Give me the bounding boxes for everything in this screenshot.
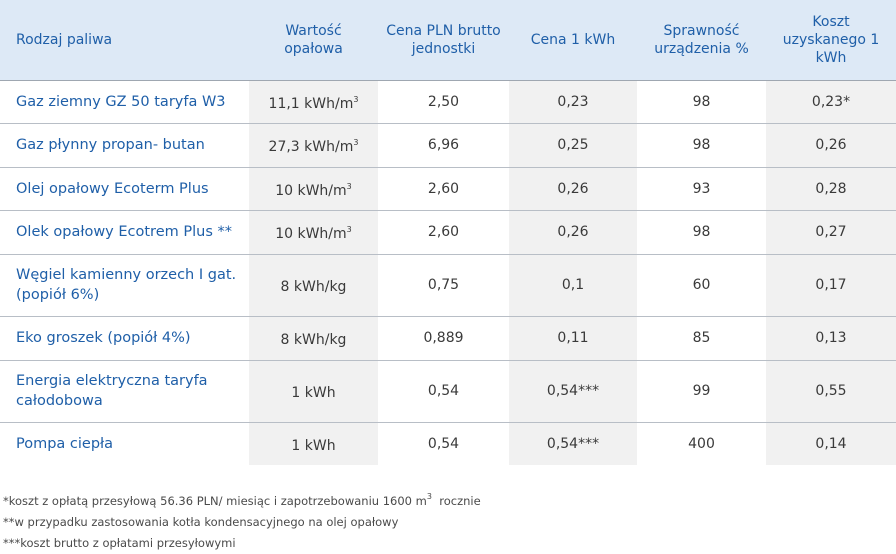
efficiency: 60: [637, 254, 766, 317]
cost-per-kwh: 0,13: [766, 316, 896, 361]
cost-per-kwh: 0,23*: [766, 80, 896, 124]
unit-price: 2,50: [378, 80, 509, 124]
unit-price: 0,75: [378, 254, 509, 317]
cost-per-kwh: 0,26: [766, 123, 896, 168]
efficiency: 85: [637, 316, 766, 361]
footnote-gross-cost: ***koszt brutto z opłatami przesyłowymi: [3, 536, 236, 550]
calorific-value: 1 kWh: [249, 360, 378, 423]
cost-per-kwh: 0,14: [766, 422, 896, 465]
header-efficiency: Sprawność urządzenia %: [637, 0, 766, 81]
table-row: Olej opałowy Ecoterm Plus 10 kWh/m3 2,60…: [0, 167, 896, 211]
kwh-price: 0,26: [509, 210, 637, 255]
calorific-value: 8 kWh/kg: [249, 316, 378, 361]
fuel-cost-table: Rodzaj paliwa Wartość opałowa Cena PLN b…: [0, 0, 896, 465]
table-row: Pompa ciepła 1 kWh 0,54 0,54*** 400 0,14: [0, 422, 896, 465]
footnote-condensing-boiler: **w przypadku zastosowania kotła kondens…: [3, 515, 399, 529]
header-cost-per-kwh: Koszt uzyskanego 1 kWh: [766, 0, 896, 81]
fuel-name: Olek opałowy Ecotrem Plus **: [0, 210, 249, 255]
header-calorific-value: Wartość opałowa: [249, 0, 378, 81]
efficiency: 400: [688, 435, 715, 452]
table-row: Gaz płynny propan- butan 27,3 kWh/m3 6,9…: [0, 123, 896, 168]
cost-per-kwh: 0,28: [766, 167, 896, 211]
kwh-price: 0,11: [509, 316, 637, 361]
cost-per-kwh: 0,17: [766, 254, 896, 317]
kwh-price: 0,26: [509, 167, 637, 211]
header-kwh-price: Cena 1 kWh: [509, 0, 637, 81]
cost-per-kwh: 0,55: [766, 360, 896, 423]
efficiency: 98: [637, 80, 766, 124]
fuel-name: Gaz ziemny GZ 50 taryfa W3: [0, 80, 249, 124]
fuel-name: Olej opałowy Ecoterm Plus: [0, 167, 249, 211]
unit-price: 2,60: [378, 167, 509, 211]
fuel-name: Eko groszek (popiół 4%): [0, 316, 249, 361]
efficiency: 99: [637, 360, 766, 423]
unit-price: 0,54: [427, 435, 460, 452]
kwh-price: 0,23: [509, 80, 637, 124]
header-fuel-type: Rodzaj paliwa: [0, 0, 249, 81]
footnotes: *koszt z opłatą przesyłową 56.36 PLN/ mi…: [3, 486, 481, 554]
calorific-value: 8 kWh/kg: [249, 254, 378, 317]
unit-price: 0,54: [378, 360, 509, 423]
efficiency: 98: [637, 123, 766, 168]
table-row: Eko groszek (popiół 4%) 8 kWh/kg 0,889 0…: [0, 316, 896, 361]
calorific-value: 27,3 kWh/m3: [249, 123, 378, 168]
calorific-value: 10 kWh/m3: [249, 210, 378, 255]
unit-price: 0,889: [378, 316, 509, 361]
header-unit-price: Cena PLN brutto jednostki: [378, 0, 509, 81]
kwh-price: 0,1: [509, 254, 637, 317]
fuel-name: Gaz płynny propan- butan: [0, 123, 249, 168]
kwh-price: 0,25: [509, 123, 637, 168]
calorific-value: 1 kWh: [249, 422, 378, 465]
fuel-name: Węgiel kamienny orzech I gat. (popiół 6%…: [0, 254, 249, 317]
footnote-transmission-fee: *koszt z opłatą przesyłową 56.36 PLN/ mi…: [3, 492, 481, 508]
unit-price: 6,96: [378, 123, 509, 168]
kwh-price: 0,54***: [509, 422, 637, 465]
efficiency: 98: [637, 210, 766, 255]
table-row: Węgiel kamienny orzech I gat. (popiół 6%…: [0, 254, 896, 317]
table-row: Gaz ziemny GZ 50 taryfa W3 11,1 kWh/m3 2…: [0, 80, 896, 124]
table-row: Olek opałowy Ecotrem Plus ** 10 kWh/m3 2…: [0, 210, 896, 255]
unit-price: 2,60: [378, 210, 509, 255]
table-header: Rodzaj paliwa Wartość opałowa Cena PLN b…: [0, 0, 896, 81]
calorific-value: 10 kWh/m3: [249, 167, 378, 211]
kwh-price: 0,54***: [509, 360, 637, 423]
table-row: Energia elektryczna taryfa całodobowa 1 …: [0, 360, 896, 423]
efficiency: 93: [637, 167, 766, 211]
fuel-name: Energia elektryczna taryfa całodobowa: [0, 360, 249, 423]
calorific-value: 11,1 kWh/m3: [249, 80, 378, 124]
fuel-name: Pompa ciepła: [16, 435, 114, 452]
cost-per-kwh: 0,27: [766, 210, 896, 255]
